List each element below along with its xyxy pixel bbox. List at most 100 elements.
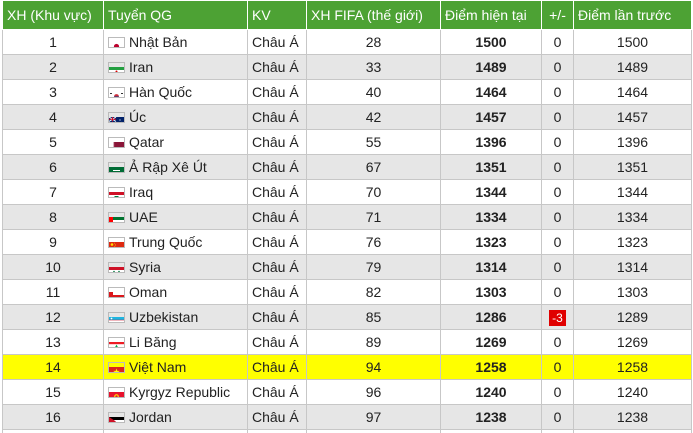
cell-regional-rank: 14 — [2, 354, 104, 380]
cell-regional-rank: 5 — [2, 129, 104, 155]
change-value: 0 — [553, 234, 562, 250]
cell-current-points: 1303 — [440, 279, 542, 305]
cell-partial — [573, 429, 692, 433]
japan-flag-icon — [108, 37, 125, 48]
change-value: -3 — [549, 309, 566, 326]
cell-current-points: 1238 — [440, 404, 542, 430]
table-row: 12 Uzbekistan Châu Á 85 1286 -3 1289 — [2, 304, 692, 330]
cell-previous-points: 1464 — [573, 79, 692, 105]
team-name: Ả Rập Xê Út — [129, 159, 207, 175]
table-row-partial — [2, 429, 692, 433]
cell-region: Châu Á — [247, 54, 307, 80]
team-name: Iran — [129, 59, 154, 75]
cell-region: Châu Á — [247, 204, 307, 230]
cell-fifa-rank: 42 — [306, 104, 441, 130]
cell-change: 0 — [541, 379, 574, 405]
table-row-highlighted: 14 Việt Nam Châu Á 94 1258 0 1258 — [2, 354, 692, 380]
cell-region: Châu Á — [247, 179, 307, 205]
cell-current-points: 1457 — [440, 104, 542, 130]
cell-fifa-rank: 85 — [306, 304, 441, 330]
change-value: 0 — [553, 409, 562, 425]
change-value: 0 — [553, 84, 562, 100]
change-value: 0 — [553, 359, 562, 375]
cell-team: Hàn Quốc — [103, 79, 248, 105]
kyrgyzstan-flag-icon — [108, 387, 125, 398]
team-name: Việt Nam — [129, 359, 187, 375]
cell-change: 0 — [541, 104, 574, 130]
cell-team: Li Băng — [103, 329, 248, 355]
cell-fifa-rank: 28 — [306, 29, 441, 55]
cell-previous-points: 1457 — [573, 104, 692, 130]
table-body: 1 Nhật Bản Châu Á 28 1500 0 1500 2 Iran Châu Á 33 1… — [2, 29, 692, 433]
cell-partial — [247, 429, 307, 433]
cell-current-points: 1286 — [440, 304, 542, 330]
cell-change: 0 — [541, 329, 574, 355]
header-previous-points: Điểm lần trước — [573, 0, 692, 30]
table-row: 15 Kyrgyz Republic Châu Á 96 1240 0 1240 — [2, 379, 692, 405]
team-name: Úc — [129, 109, 147, 125]
cell-regional-rank: 13 — [2, 329, 104, 355]
cell-region: Châu Á — [247, 129, 307, 155]
cell-fifa-rank: 94 — [306, 354, 441, 380]
change-value: 0 — [553, 334, 562, 350]
table-row: 10 Syria Châu Á 79 1314 0 1314 — [2, 254, 692, 280]
cell-fifa-rank: 70 — [306, 179, 441, 205]
team-name: Li Băng — [129, 334, 177, 350]
cell-team: Qatar — [103, 129, 248, 155]
cell-change: 0 — [541, 54, 574, 80]
team-name: Iraq — [129, 184, 154, 200]
cell-team: Uzbekistan — [103, 304, 248, 330]
cell-previous-points: 1351 — [573, 154, 692, 180]
table-row: 16 Jordan Châu Á 97 1238 0 1238 — [2, 404, 692, 430]
cell-previous-points: 1489 — [573, 54, 692, 80]
uzbekistan-flag-icon — [108, 312, 125, 323]
cell-team: Oman — [103, 279, 248, 305]
change-value: 0 — [553, 284, 562, 300]
cell-region: Châu Á — [247, 229, 307, 255]
team-name: Trung Quốc — [129, 234, 203, 250]
cell-previous-points: 1258 — [573, 354, 692, 380]
cell-change: 0 — [541, 404, 574, 430]
cell-regional-rank: 4 — [2, 104, 104, 130]
cell-fifa-rank: 89 — [306, 329, 441, 355]
header-change: +/- — [541, 0, 574, 30]
table-row: 8 UAE Châu Á 71 1334 0 1334 — [2, 204, 692, 230]
cell-previous-points: 1344 — [573, 179, 692, 205]
cell-fifa-rank: 76 — [306, 229, 441, 255]
cell-fifa-rank: 97 — [306, 404, 441, 430]
cell-previous-points: 1334 — [573, 204, 692, 230]
jordan-flag-icon — [108, 412, 125, 423]
cell-previous-points: 1240 — [573, 379, 692, 405]
cell-change: 0 — [541, 204, 574, 230]
team-name: Nhật Bản — [129, 34, 188, 50]
cell-team: Việt Nam — [103, 354, 248, 380]
cell-change: 0 — [541, 254, 574, 280]
cell-change: 0 — [541, 79, 574, 105]
cell-current-points: 1489 — [440, 54, 542, 80]
cell-partial — [103, 429, 248, 433]
cell-regional-rank: 2 — [2, 54, 104, 80]
cell-previous-points: 1500 — [573, 29, 692, 55]
cell-team: Trung Quốc — [103, 229, 248, 255]
cell-team: Úc — [103, 104, 248, 130]
team-name: Kyrgyz Republic — [129, 384, 231, 400]
cell-current-points: 1240 — [440, 379, 542, 405]
cell-region: Châu Á — [247, 404, 307, 430]
team-name: Qatar — [129, 134, 165, 150]
cell-team: Nhật Bản — [103, 29, 248, 55]
team-name: Jordan — [129, 409, 172, 425]
header-team: Tuyển QG — [103, 0, 248, 30]
cell-partial — [440, 429, 542, 433]
cell-change: 0 — [541, 29, 574, 55]
cell-change: 0 — [541, 179, 574, 205]
cell-previous-points: 1396 — [573, 129, 692, 155]
cell-current-points: 1314 — [440, 254, 542, 280]
table-row: 9 Trung Quốc Châu Á 76 1323 0 1323 — [2, 229, 692, 255]
uae-flag-icon — [108, 212, 125, 223]
cell-change: 0 — [541, 354, 574, 380]
cell-current-points: 1396 — [440, 129, 542, 155]
table-row: 11 Oman Châu Á 82 1303 0 1303 — [2, 279, 692, 305]
table-row: 5 Qatar Châu Á 55 1396 0 1396 — [2, 129, 692, 155]
